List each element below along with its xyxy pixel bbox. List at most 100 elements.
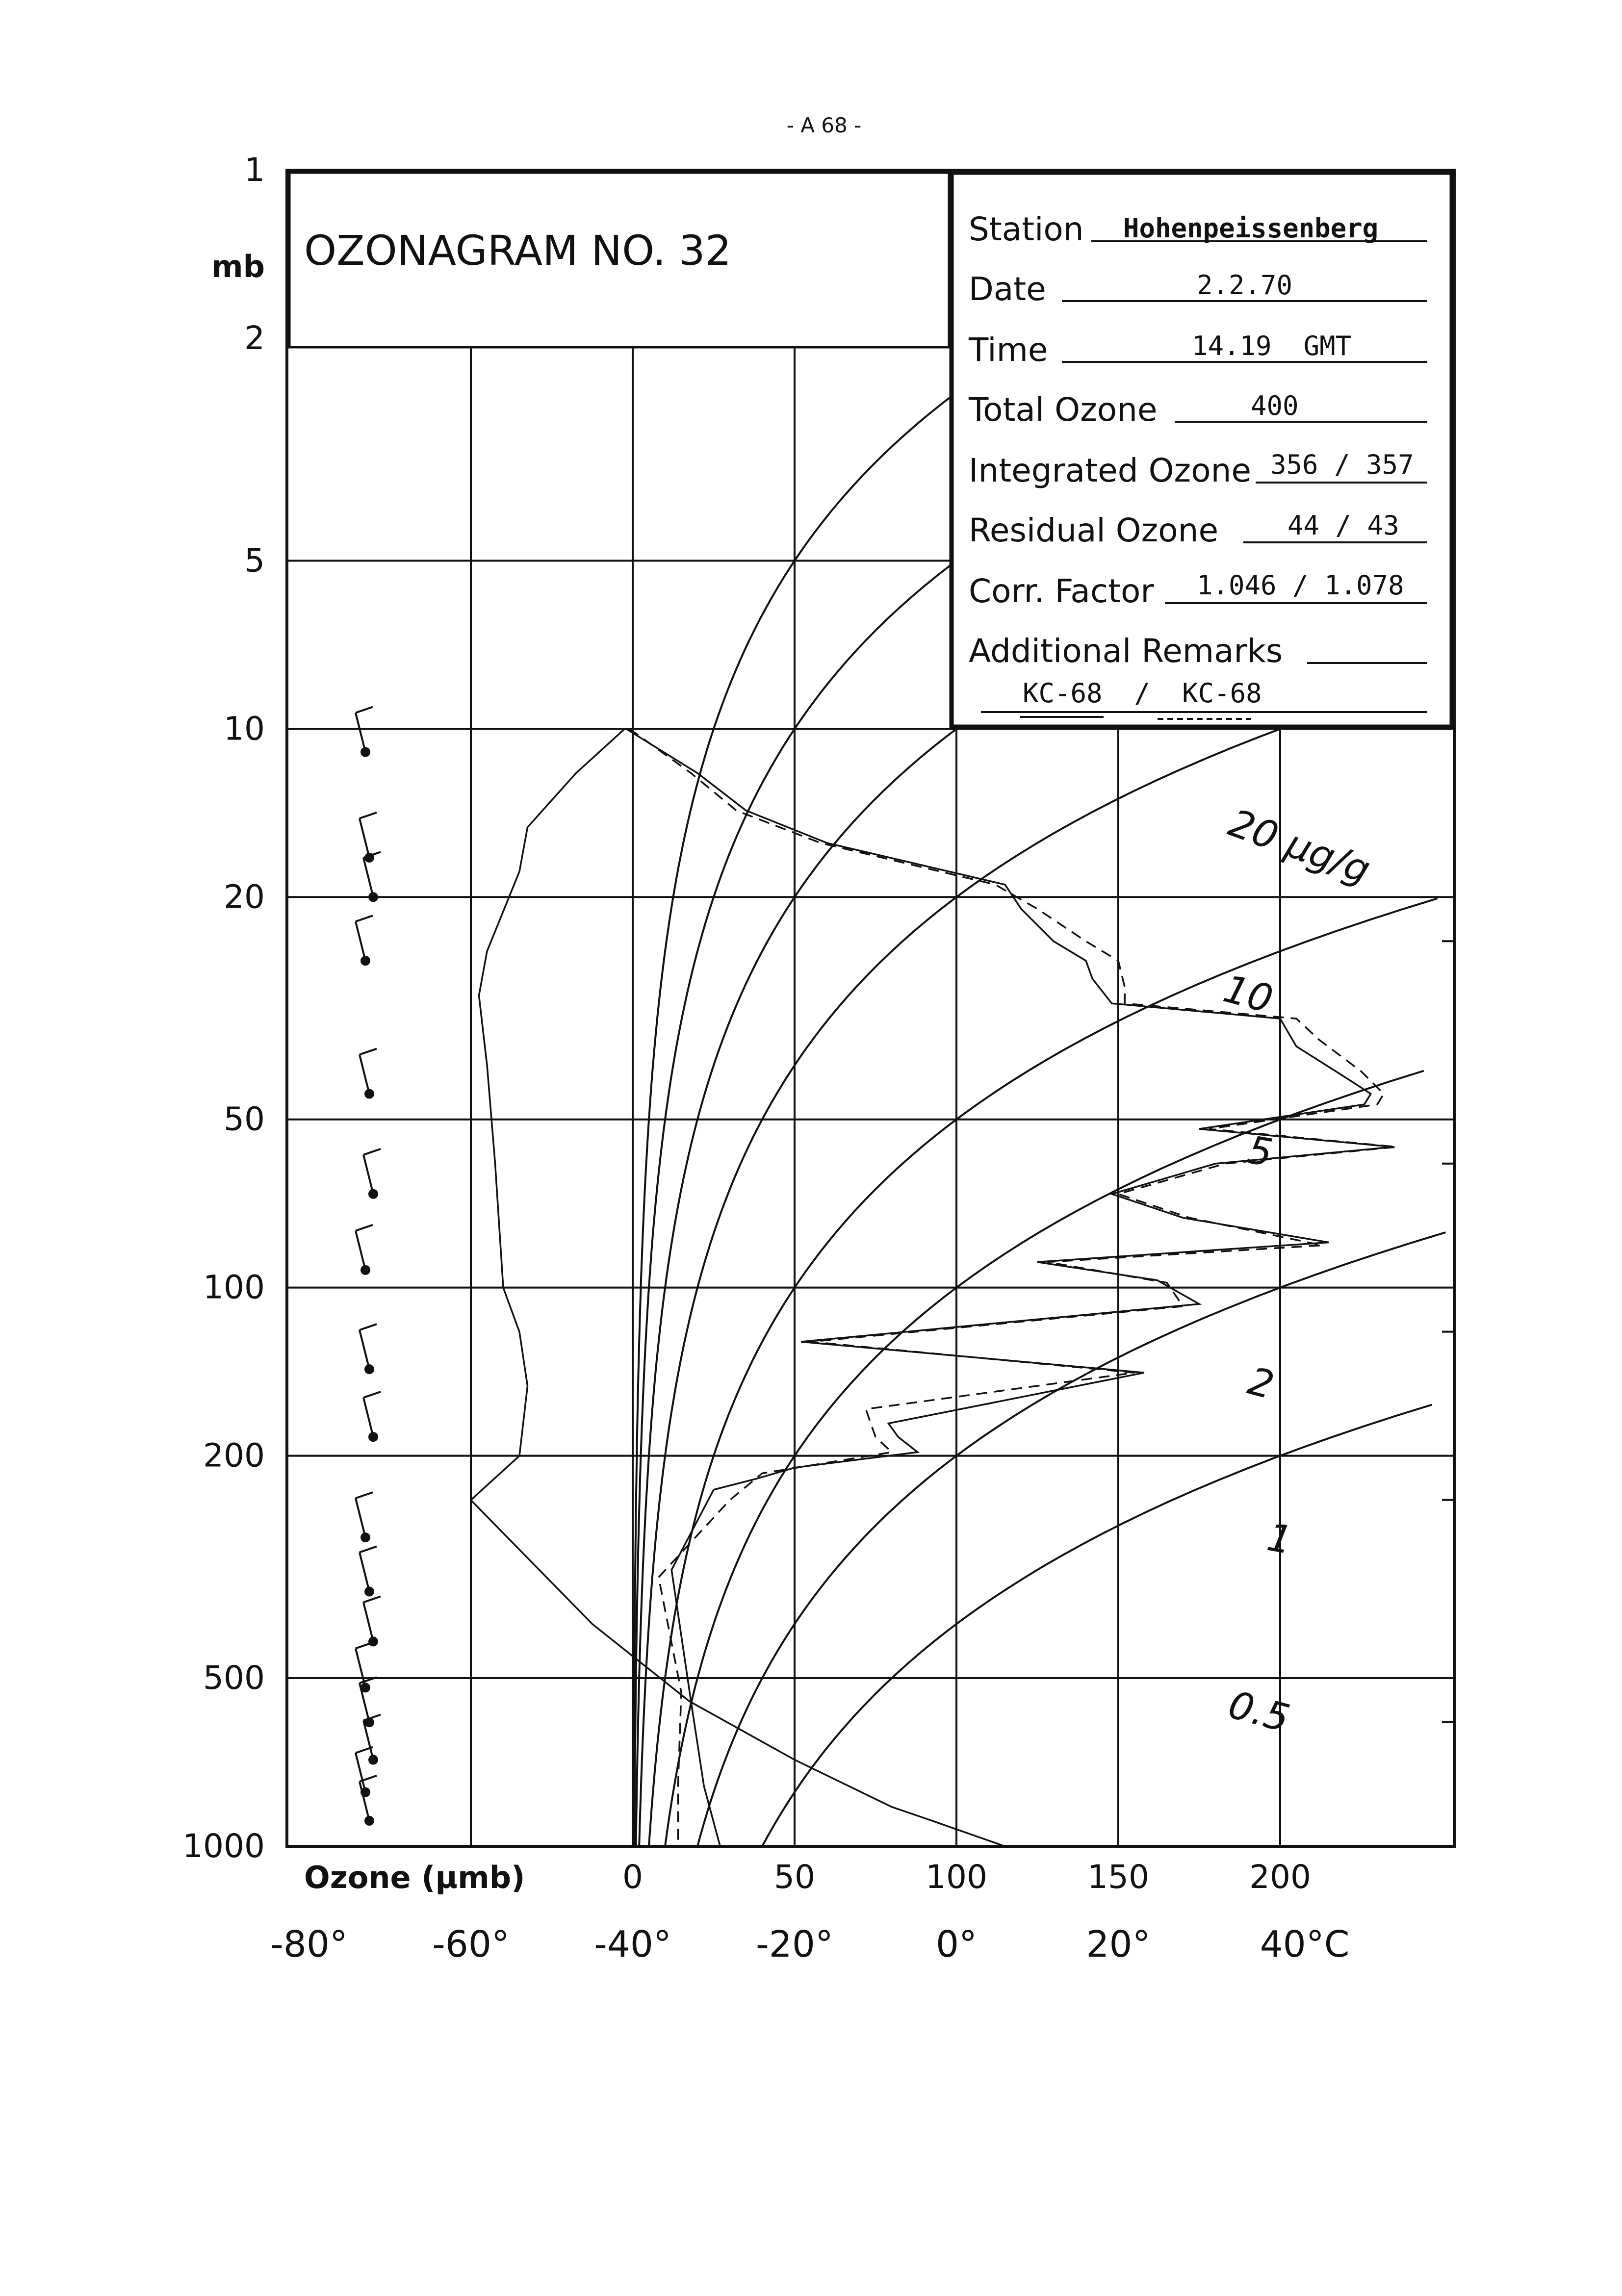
wind-barb-flag [355, 1746, 373, 1754]
y-axis-labels: 1 2 5 10 20 50 100 200 500 1000 [182, 151, 265, 1865]
temperature-tick-label: -80° [270, 1923, 348, 1965]
y-tick-label: 50 [224, 1100, 265, 1138]
time-value: 14.19 GMT [1192, 331, 1351, 361]
wind-barb-staff [362, 1154, 374, 1195]
ozone-tick-label: 50 [774, 1858, 815, 1896]
integrated-ozone-value: 356 / 357 [1270, 449, 1414, 480]
ozone-tick-label: 150 [1087, 1858, 1149, 1896]
mixing-ratio-curve [648, 897, 1438, 1847]
wind-barb-dot [360, 956, 370, 966]
wind-barb-flag [355, 706, 373, 714]
wind-barb-flag [355, 1224, 373, 1232]
info-box [949, 170, 1454, 729]
wind-barb-flag [359, 1676, 377, 1684]
wind-barb-flag [359, 1323, 377, 1331]
wind-barb-dot [364, 1364, 374, 1375]
date-label: Date [969, 270, 1046, 308]
wind-barb-staff [362, 857, 374, 897]
wind-barb-staff [359, 1552, 370, 1592]
remarks-value: KC-68 / KC-68 [1023, 678, 1262, 709]
ozone-tick-label: 100 [926, 1858, 987, 1896]
wind-barb-staff [355, 1498, 366, 1538]
chart-title: OZONAGRAM NO. 32 [304, 227, 731, 275]
wind-barb-flag [359, 811, 377, 819]
wind-barb-staff [355, 1230, 366, 1271]
y-tick-label: 1000 [182, 1827, 265, 1865]
temperature-tick-label: -40° [594, 1923, 671, 1965]
series-line-3 [469, 728, 1005, 1847]
x-axis-ozone-label: Ozone (µmb) [304, 1860, 525, 1895]
mixing-ratio-curve [633, 337, 1442, 1847]
residual-ozone-label: Residual Ozone [969, 511, 1218, 549]
y-tick-label: 500 [203, 1659, 265, 1697]
wind-barb-dot [368, 892, 378, 902]
wind-barb-flag [363, 1713, 381, 1722]
wind-barb-staff [362, 1720, 374, 1760]
wind-barb-dot [368, 1432, 378, 1442]
chart-frame [285, 169, 1456, 1848]
series-line-2 [629, 728, 1397, 1846]
remarks-label: Additional Remarks [969, 632, 1283, 670]
total-ozone-label: Total Ozone [968, 391, 1158, 429]
wind-barb-flag [363, 1391, 381, 1399]
mixing-ratio-curve [696, 1231, 1446, 1847]
wind-barb-staff [359, 1329, 370, 1370]
wind-barb-dot [368, 1755, 378, 1765]
temperature-tick-label: -20° [756, 1923, 833, 1965]
chart-grid [287, 170, 1454, 1846]
data-series [469, 728, 1397, 1847]
temperature-tick-label: -60° [432, 1923, 510, 1965]
wind-barb-staff [359, 1781, 370, 1821]
wind-barb-staff [359, 1683, 370, 1723]
series-line-1 [625, 728, 1394, 1847]
temperature-tick-label: 40°C [1260, 1923, 1350, 1965]
integrated-ozone-label: Integrated Ozone [969, 452, 1251, 489]
wind-barb-flag [355, 1491, 373, 1500]
residual-ozone-value: 44 / 43 [1287, 510, 1399, 541]
wind-barb-staff [359, 818, 370, 858]
wind-barb-flag [359, 1545, 377, 1554]
wind-barbs [355, 706, 381, 1826]
info-box-content: Station Hohenpeissenberg Date 2.2.70 Tim… [968, 210, 1427, 720]
y-tick-label: 5 [244, 541, 265, 579]
station-value: Hohenpeissenberg [1123, 213, 1378, 244]
wind-barb-dot [364, 1815, 374, 1826]
ozone-tick-label: 0 [622, 1858, 643, 1896]
wind-barb-dot [364, 1089, 374, 1099]
time-label: Time [968, 331, 1048, 369]
y-tick-label: 200 [203, 1437, 265, 1475]
wind-barb-dot [360, 1683, 370, 1693]
mixing-ratio-curve [664, 1070, 1424, 1847]
wind-barb-dot [360, 747, 370, 757]
wind-barb-flag [355, 915, 373, 923]
wind-barb-staff [355, 713, 366, 752]
mixing-ratio-curve [761, 1403, 1432, 1847]
y-axis-unit: mb [211, 249, 265, 284]
wind-barb-dot [360, 1532, 370, 1543]
mixing-ratio-curves [632, 337, 1451, 1847]
wind-barb-dot [364, 1586, 374, 1597]
wind-barb-dot [360, 1265, 370, 1275]
temperature-tick-label: 20° [1086, 1923, 1150, 1965]
wind-barb-flag [359, 1774, 377, 1783]
wind-barb-dot [368, 1189, 378, 1199]
mixing-ratio-curve [632, 337, 1038, 1846]
wind-barb-staff [355, 921, 366, 961]
wind-barb-staff [362, 1397, 374, 1437]
ozone-tick-label: 200 [1249, 1858, 1311, 1896]
total-ozone-value: 400 [1251, 390, 1299, 421]
mixing-ratio-curve [635, 510, 1429, 1847]
corr-factor-value: 1.046 / 1.078 [1197, 570, 1404, 601]
page-number: - A 68 - [787, 113, 862, 137]
wind-barb-flag [363, 851, 381, 859]
y-tick-label: 20 [224, 878, 265, 916]
wind-barb-flag [363, 1595, 381, 1604]
wind-barb-flag [359, 1047, 377, 1056]
title-box [288, 171, 951, 349]
wind-barb-flag [363, 1148, 381, 1156]
temperature-tick-label: 0° [936, 1923, 977, 1965]
wind-barb-staff [355, 1753, 366, 1793]
x-axis-labels: 0 50 100 150 200 -80° -60° -40° -20° 0° 20° 40°C [270, 1858, 1349, 1965]
